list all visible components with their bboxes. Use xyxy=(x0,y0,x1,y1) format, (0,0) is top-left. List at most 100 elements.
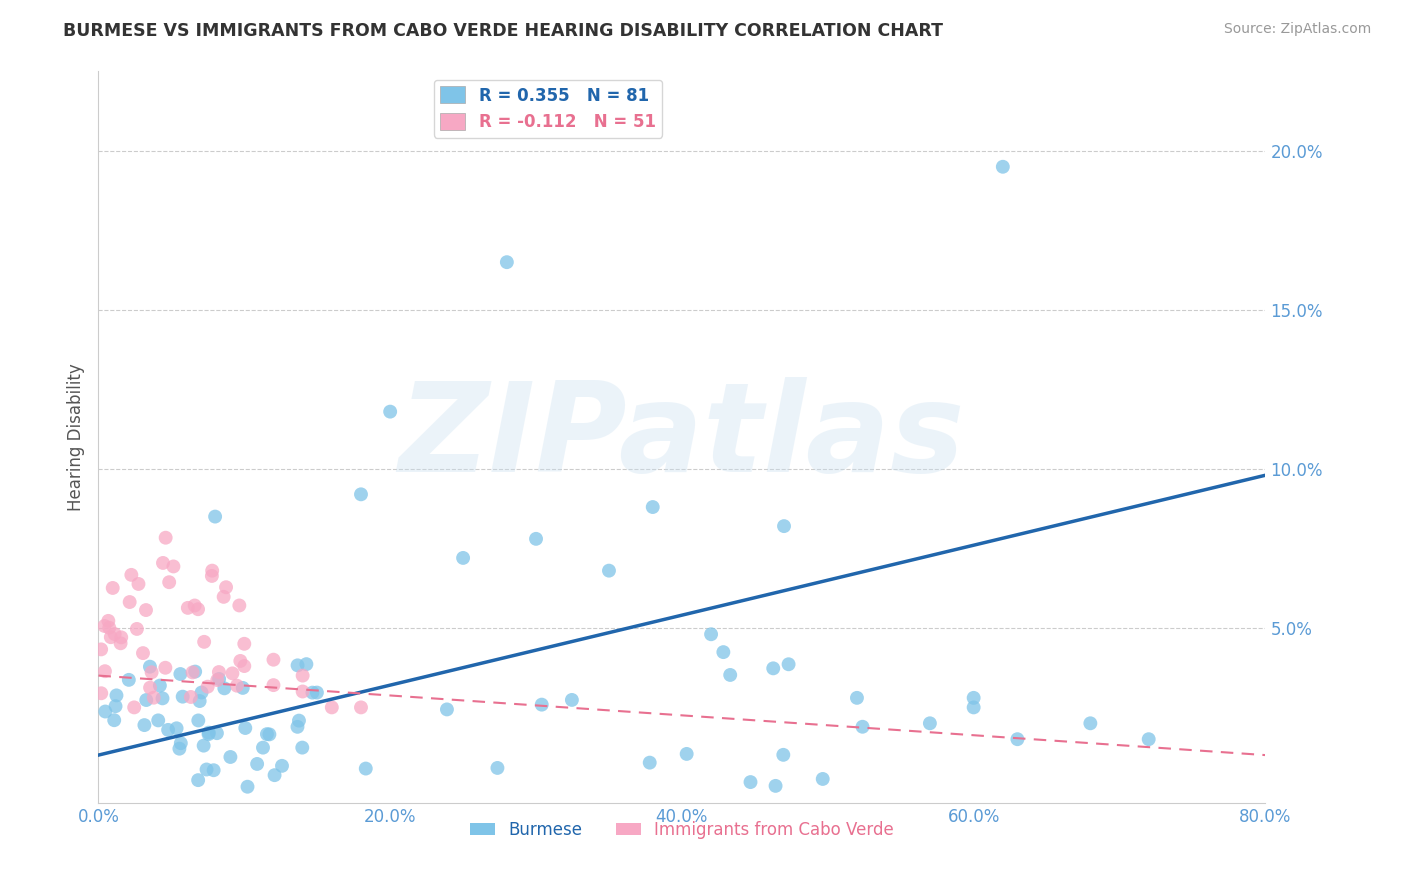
Point xyxy=(157,723,180,737)
Point xyxy=(711,645,734,659)
Point xyxy=(155,531,177,545)
Point xyxy=(287,720,309,734)
Point xyxy=(233,659,256,673)
Point xyxy=(110,636,132,650)
Point xyxy=(93,619,115,633)
Point xyxy=(135,693,157,707)
Point xyxy=(180,690,202,704)
Point xyxy=(350,700,373,714)
Point xyxy=(104,699,127,714)
Point xyxy=(524,532,547,546)
Point xyxy=(118,595,141,609)
Point xyxy=(229,654,252,668)
Point xyxy=(103,713,125,727)
Point xyxy=(765,779,787,793)
Point xyxy=(118,673,141,687)
Point xyxy=(139,659,162,673)
Point xyxy=(152,691,174,706)
Point xyxy=(169,667,191,681)
Point xyxy=(262,678,284,692)
Point xyxy=(105,689,128,703)
Point xyxy=(181,665,204,680)
Point xyxy=(295,657,318,672)
Point xyxy=(104,627,127,641)
Point xyxy=(94,664,117,678)
Point xyxy=(188,694,211,708)
Point xyxy=(846,690,869,705)
Point xyxy=(101,581,124,595)
Point xyxy=(142,690,165,705)
Point xyxy=(291,668,314,682)
Point xyxy=(202,763,225,777)
Point xyxy=(214,681,236,696)
Point xyxy=(641,500,664,514)
Point xyxy=(94,705,117,719)
Point xyxy=(141,665,163,680)
Point xyxy=(262,653,284,667)
Point xyxy=(187,602,209,616)
Point xyxy=(184,665,207,679)
Point xyxy=(98,621,121,635)
Point xyxy=(187,773,209,788)
Point xyxy=(380,404,402,418)
Point xyxy=(851,720,873,734)
Point xyxy=(166,721,188,735)
Point xyxy=(773,519,796,533)
Point xyxy=(811,772,834,786)
Point xyxy=(638,756,661,770)
Point xyxy=(208,665,231,679)
Point xyxy=(148,714,170,728)
Point xyxy=(205,726,228,740)
Point xyxy=(259,727,281,741)
Point xyxy=(762,661,785,675)
Point xyxy=(193,739,215,753)
Point xyxy=(122,700,145,714)
Point xyxy=(139,681,162,695)
Point xyxy=(291,684,314,698)
Point xyxy=(127,577,149,591)
Point xyxy=(197,727,219,741)
Point xyxy=(496,255,519,269)
Point xyxy=(321,700,343,714)
Point xyxy=(598,564,620,578)
Text: ZIPatlas: ZIPatlas xyxy=(399,376,965,498)
Point xyxy=(287,658,309,673)
Point xyxy=(157,575,180,590)
Point xyxy=(1080,716,1102,731)
Point xyxy=(215,580,238,594)
Point xyxy=(155,661,177,675)
Point xyxy=(149,679,172,693)
Legend: Burmese, Immigrants from Cabo Verde: Burmese, Immigrants from Cabo Verde xyxy=(464,814,900,846)
Point xyxy=(120,567,142,582)
Point xyxy=(169,741,191,756)
Point xyxy=(162,559,184,574)
Point xyxy=(219,750,242,764)
Point xyxy=(134,718,156,732)
Point xyxy=(236,780,259,794)
Point xyxy=(187,714,209,728)
Point xyxy=(232,681,254,695)
Point xyxy=(198,725,221,739)
Point xyxy=(97,614,120,628)
Point xyxy=(132,646,155,660)
Point xyxy=(740,775,762,789)
Point xyxy=(201,564,224,578)
Point xyxy=(700,627,723,641)
Point xyxy=(778,657,800,672)
Point xyxy=(125,622,148,636)
Point xyxy=(991,160,1014,174)
Point xyxy=(1007,732,1029,747)
Point xyxy=(135,603,157,617)
Point xyxy=(195,763,218,777)
Point xyxy=(718,668,741,682)
Point xyxy=(233,721,256,735)
Point xyxy=(172,690,194,704)
Point xyxy=(110,631,132,645)
Point xyxy=(1137,732,1160,747)
Point xyxy=(288,714,311,728)
Point xyxy=(204,509,226,524)
Point xyxy=(530,698,553,712)
Point xyxy=(354,762,377,776)
Point xyxy=(100,630,122,644)
Point xyxy=(675,747,697,761)
